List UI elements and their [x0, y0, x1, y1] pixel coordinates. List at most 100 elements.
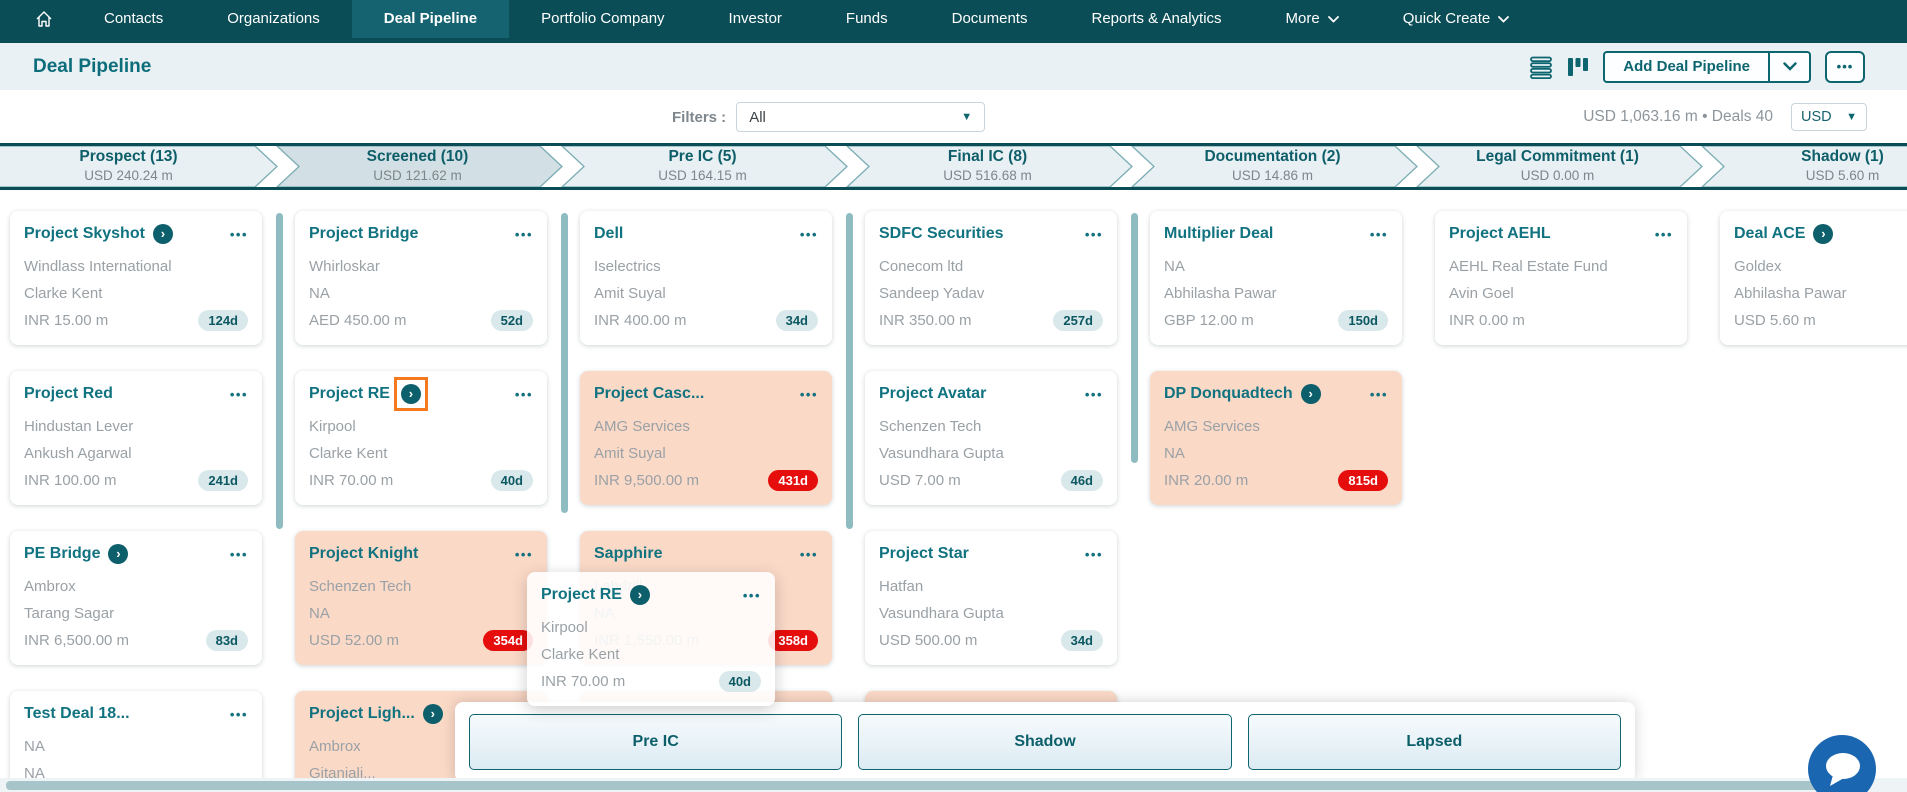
deal-title[interactable]: DP Donquadtech: [1164, 385, 1293, 402]
nav-item-reports-analytics[interactable]: Reports & Analytics: [1091, 10, 1222, 27]
deal-card[interactable]: Dell ••• Iselectrics Amit Suyal INR 400.…: [580, 211, 832, 345]
open-deal-arrow-icon[interactable]: ›: [1813, 224, 1834, 244]
header-more-options-button[interactable]: •••: [1825, 50, 1865, 83]
deal-title[interactable]: Multiplier Deal: [1164, 225, 1274, 242]
nav-item-organizations[interactable]: Organizations: [227, 10, 320, 27]
chat-widget-button[interactable]: [1808, 735, 1876, 792]
card-menu-icon[interactable]: •••: [1369, 386, 1388, 402]
deal-card-overdue[interactable]: Project Casc... ••• AMG Services Amit Su…: [580, 371, 832, 505]
deal-company: Goldex: [1734, 258, 1782, 275]
deal-title[interactable]: Test Deal 18...: [24, 705, 130, 722]
card-menu-icon[interactable]: •••: [229, 226, 248, 242]
deal-age-badge: 40d: [718, 671, 761, 692]
open-deal-arrow-icon[interactable]: ›: [422, 704, 443, 724]
deal-card[interactable]: Project Bridge ••• Whirloskar NA AED 450…: [295, 211, 547, 345]
card-menu-icon[interactable]: •••: [514, 226, 533, 242]
stage-pre-ic[interactable]: Pre IC (5) USD 164.15 m: [570, 147, 835, 186]
column-scrollbar[interactable]: [1131, 213, 1138, 463]
list-view-icon[interactable]: [1529, 55, 1553, 79]
add-deal-pipeline-button[interactable]: Add Deal Pipeline: [1603, 50, 1769, 83]
deal-card-overdue[interactable]: DP Donquadtech › ••• AMG Services NA INR…: [1150, 371, 1402, 505]
deal-card[interactable]: Project Red ••• Hindustan Lever Ankush A…: [10, 371, 262, 505]
deal-card[interactable]: Multiplier Deal ••• NA Abhilasha Pawar G…: [1150, 211, 1402, 345]
dropzone-lapsed[interactable]: Lapsed: [1247, 714, 1621, 770]
stage-screened[interactable]: Screened (10) USD 121.62 m: [285, 147, 550, 186]
column-scrollbar[interactable]: [846, 213, 853, 529]
dropzone-shadow[interactable]: Shadow: [858, 714, 1232, 770]
deal-title[interactable]: Project Casc...: [594, 385, 705, 402]
horizontal-scrollbar-thumb[interactable]: [6, 781, 1851, 790]
card-menu-icon[interactable]: •••: [514, 386, 533, 402]
card-menu-icon[interactable]: •••: [1654, 226, 1673, 242]
stage-prospect[interactable]: Prospect (13) USD 240.24 m: [0, 147, 261, 186]
stage-final-ic[interactable]: Final IC (8) USD 516.68 m: [855, 147, 1120, 186]
open-deal-arrow-icon[interactable]: ›: [400, 384, 421, 404]
deal-title[interactable]: Project Red: [24, 385, 113, 402]
deal-card[interactable]: Project AEHL ••• AEHL Real Estate Fund A…: [1435, 211, 1687, 345]
card-menu-icon[interactable]: •••: [1084, 226, 1103, 242]
card-menu-icon[interactable]: •••: [229, 706, 248, 722]
dropzone-pre-ic[interactable]: Pre IC: [469, 714, 843, 770]
filters-dropdown[interactable]: All ▼: [736, 102, 986, 132]
deal-card[interactable]: Project Star ••• Hatfan Vasundhara Gupta…: [865, 531, 1117, 665]
deal-title[interactable]: Sapphire: [594, 545, 663, 562]
card-menu-icon[interactable]: •••: [514, 546, 533, 562]
deal-title[interactable]: Project Skyshot: [24, 225, 145, 242]
deal-card[interactable]: SDFC Securities ••• Conecom ltd Sandeep …: [865, 211, 1117, 345]
card-menu-icon[interactable]: •••: [799, 546, 818, 562]
deal-title[interactable]: Project RE: [309, 385, 390, 402]
nav-item-contacts[interactable]: Contacts: [104, 10, 164, 27]
deal-card[interactable]: Project Skyshot › ••• Windlass Internati…: [10, 211, 262, 345]
stage-amount: USD 14.86 m: [1231, 168, 1314, 183]
deal-card-overdue[interactable]: Project Knight ••• Schenzen Tech NA USD …: [295, 531, 547, 665]
deal-card[interactable]: PE Bridge › ••• Ambrox Tarang Sagar INR …: [10, 531, 262, 665]
deal-age-badge: 40d: [490, 470, 533, 491]
deal-title[interactable]: Deal ACE: [1734, 225, 1806, 242]
card-menu-icon[interactable]: •••: [229, 546, 248, 562]
open-deal-arrow-icon[interactable]: ›: [152, 224, 173, 244]
nav-item-more[interactable]: More: [1254, 0, 1371, 38]
deal-contact: NA: [309, 285, 330, 302]
open-deal-arrow-icon[interactable]: ›: [108, 544, 129, 564]
deal-title[interactable]: Project AEHL: [1449, 225, 1551, 242]
deal-card[interactable]: Deal ACE › Goldex Abhilasha Pawar USD 5.…: [1720, 211, 1907, 345]
card-menu-icon[interactable]: •••: [229, 386, 248, 402]
deal-company: Windlass International: [24, 258, 172, 275]
deal-card[interactable]: Project RE › ••• Kirpool Clarke Kent INR…: [295, 371, 547, 505]
dragged-deal-card[interactable]: Project RE › ••• Kirpool Clarke Kent INR…: [527, 572, 775, 706]
deal-title[interactable]: Project Star: [879, 545, 969, 562]
deal-title[interactable]: Project Ligh...: [309, 705, 415, 722]
stage-legal-commitment[interactable]: Legal Commitment (1) USD 0.00 m: [1425, 147, 1690, 186]
deal-title[interactable]: PE Bridge: [24, 545, 101, 562]
nav-item-funds[interactable]: Funds: [845, 10, 888, 27]
deal-title: Project RE: [541, 586, 622, 603]
deal-title[interactable]: Project Knight: [309, 545, 419, 562]
nav-item-documents[interactable]: Documents: [951, 10, 1028, 27]
deal-title[interactable]: Project Bridge: [309, 225, 419, 242]
deal-card[interactable]: Project Avatar ••• Schenzen Tech Vasundh…: [865, 371, 1117, 505]
deal-title[interactable]: Project Avatar: [879, 385, 987, 402]
deal-title[interactable]: Dell: [594, 225, 624, 242]
card-menu-icon[interactable]: •••: [1084, 386, 1103, 402]
nav-item-portfolio-company[interactable]: Portfolio Company: [541, 10, 665, 27]
add-pipeline-dropdown-caret[interactable]: [1769, 50, 1811, 83]
nav-item-quick-create[interactable]: Quick Create: [1371, 0, 1542, 38]
deal-amount: INR 100.00 m: [24, 472, 117, 489]
card-menu-icon[interactable]: •••: [1084, 546, 1103, 562]
home-icon[interactable]: [16, 0, 72, 38]
nav-item-deal-pipeline[interactable]: Deal Pipeline: [351, 0, 510, 43]
deal-age-badge: 124d: [198, 310, 248, 331]
column-scrollbar[interactable]: [276, 213, 283, 529]
stage-shadow[interactable]: Shadow (1) USD 5.60 m: [1710, 147, 1907, 186]
stage-documentation[interactable]: Documentation (2) USD 14.86 m: [1140, 147, 1405, 186]
open-deal-arrow-icon[interactable]: ›: [1300, 384, 1321, 404]
nav-item-investor[interactable]: Investor: [728, 10, 782, 27]
card-menu-icon[interactable]: •••: [799, 386, 818, 402]
card-menu-icon[interactable]: •••: [799, 226, 818, 242]
currency-dropdown[interactable]: USD ▼: [1791, 103, 1867, 131]
kanban-view-icon[interactable]: [1567, 56, 1589, 78]
column-scrollbar[interactable]: [561, 213, 568, 513]
deal-title[interactable]: SDFC Securities: [879, 225, 1004, 242]
card-menu-icon[interactable]: •••: [1369, 226, 1388, 242]
deal-card[interactable]: Test Deal 18... ••• NA NA: [10, 691, 262, 792]
